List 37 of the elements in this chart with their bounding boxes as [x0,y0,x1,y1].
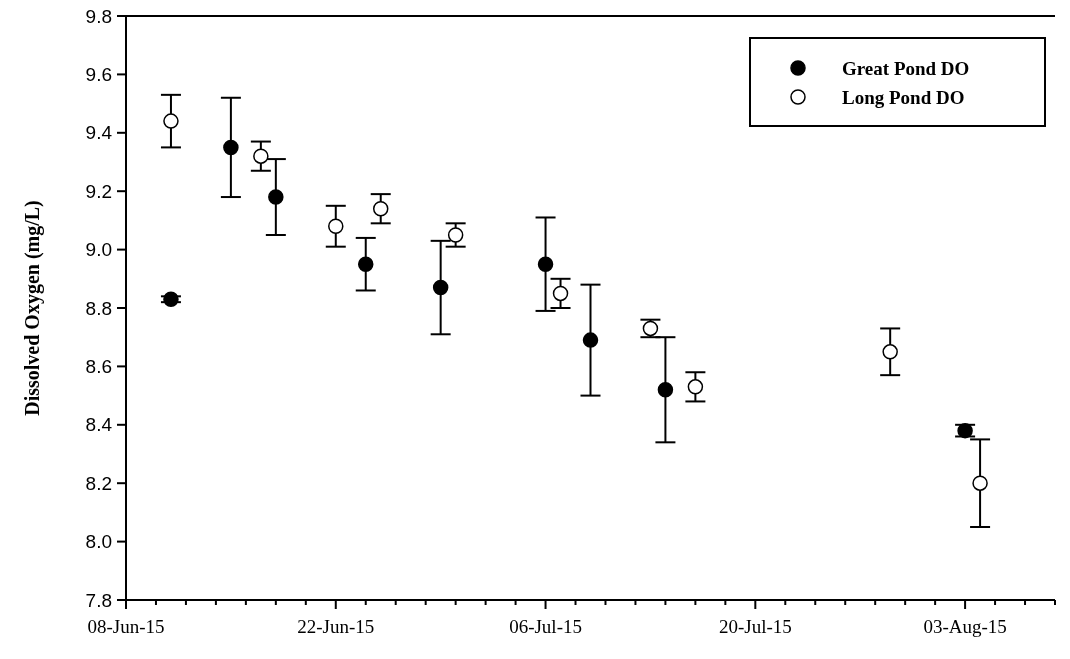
point [253,148,269,164]
point [972,475,988,491]
point [432,279,449,296]
point [268,189,284,205]
y-tick-label: 8.4 [85,414,113,436]
y-tick-label: 9.8 [85,5,112,27]
point [552,285,569,302]
y-tick-label: 8.0 [85,531,112,553]
y-axis-title: Dissolved Oxygen (mg/L) [21,200,44,416]
x-tick-label: 06-Jul-15 [509,616,582,637]
y-tick-label: 8.2 [85,472,112,494]
point [328,218,344,234]
x-tick-label: 03-Aug-15 [923,616,1007,637]
x-tick-label: 08-Jun-15 [87,616,165,637]
y-tick-label: 9.4 [85,122,113,144]
y-tick-label: 8.8 [85,297,112,319]
x-tick-label: 22-Jun-15 [297,616,375,637]
point [372,200,389,217]
legend-label: Long Pond DO [842,86,965,108]
y-tick-label: 8.6 [85,355,112,377]
point [447,227,464,243]
y-tick-label: 9.6 [85,63,112,85]
legend-label: Great Pond DO [842,57,970,79]
point [687,379,704,395]
x-tick-label: 20-Jul-15 [718,616,792,637]
point [223,139,239,156]
point [537,256,554,272]
point [882,344,898,360]
y-tick-label: 7.8 [85,589,112,611]
y-tick-label: 9.2 [85,180,112,202]
point [657,382,674,398]
point [163,113,179,129]
y-tick-label: 9.0 [85,239,112,261]
point [957,422,973,439]
point [357,256,374,272]
point [582,332,599,348]
point [163,291,179,307]
